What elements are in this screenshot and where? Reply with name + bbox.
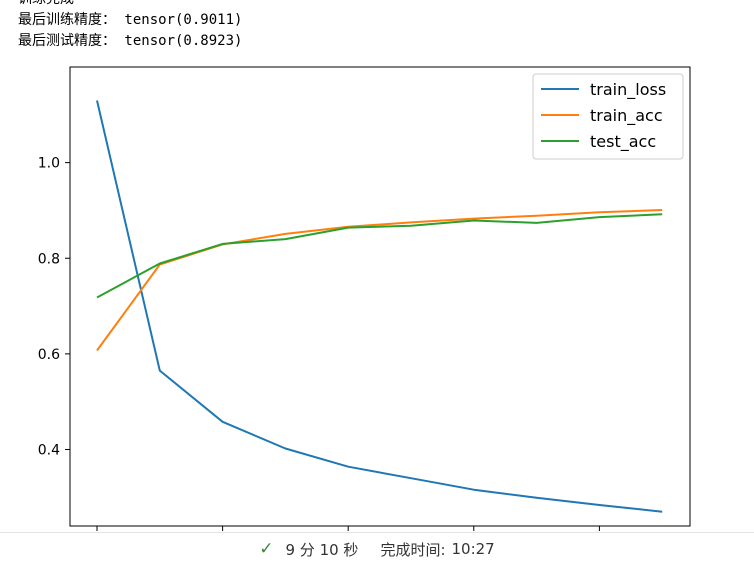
series-line-test-acc [96,213,663,299]
legend: train_loss train_acc test_acc [532,73,684,160]
execution-duration: 9 分 10 秒 [285,540,359,559]
check-icon: ✓ [259,539,274,559]
completed-time: 10:27 [451,540,495,558]
y-tick-label: 0.4 [38,443,60,459]
y-tick-label: 1.0 [38,156,60,172]
output-line-status: 训练完成 [18,0,74,10]
output-line-train-accuracy: 最后训练精度： tensor(0.9011) [18,12,243,28]
axis-ticks: 0.4 0.6 0.8 1.0 [38,156,600,531]
legend-label: test_acc [590,132,656,152]
output-line-test-accuracy: 最后测试精度： tensor(0.8923) [18,33,243,49]
chart-lines [96,100,663,513]
line-chart: 0.4 0.6 0.8 1.0 train_loss train_acc test_acc [38,66,691,531]
cell-status-bar: ✓ 9 分 10 秒 完成时间: 10:27 [0,532,754,565]
legend-label: train_loss [590,80,666,100]
y-tick-label: 0.8 [38,251,60,267]
legend-label: train_acc [590,106,663,126]
completed-label: 完成时间: [380,540,446,559]
series-line-train-loss [96,100,663,513]
y-tick-label: 0.6 [38,347,60,363]
series-line-train-acc [96,209,663,352]
legend-box [532,73,684,160]
plot-frame [69,66,691,527]
